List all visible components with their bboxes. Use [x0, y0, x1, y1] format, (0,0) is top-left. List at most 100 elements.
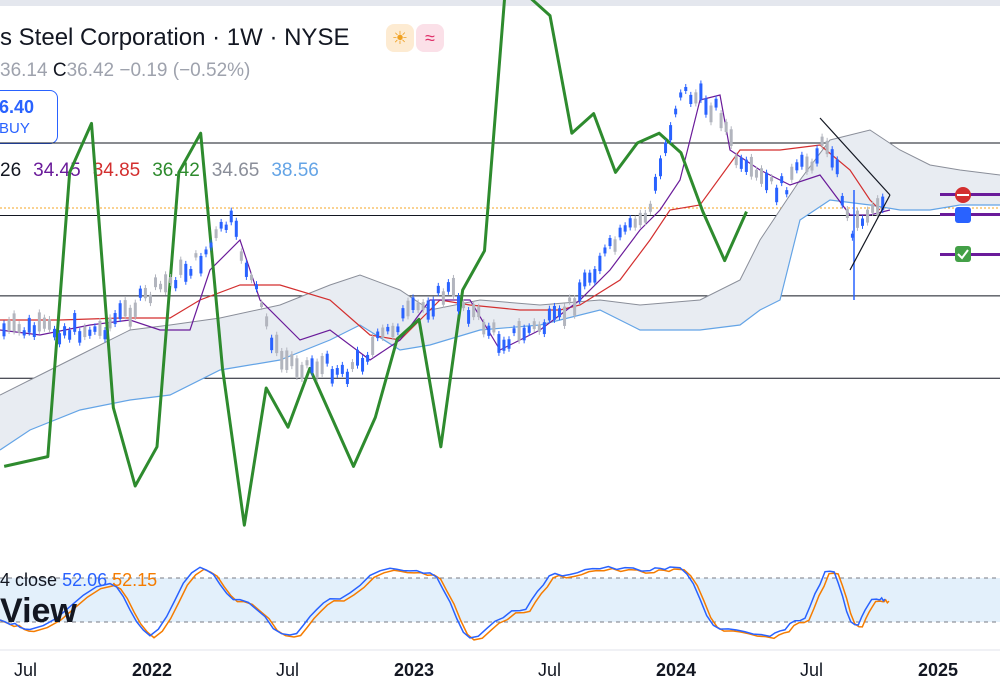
watermark-logo: View	[0, 592, 77, 630]
candle-body	[315, 361, 319, 379]
candle-body	[760, 168, 763, 184]
candle-body	[674, 108, 678, 115]
candle-body	[835, 159, 839, 175]
candle-body	[179, 259, 183, 275]
candle-body	[871, 204, 875, 213]
candle-body	[805, 156, 809, 172]
candle-body	[633, 218, 637, 228]
top-divider	[0, 0, 1000, 6]
candle-body	[133, 302, 137, 317]
candle-body	[876, 198, 880, 216]
candle-body	[300, 364, 304, 380]
candle-body	[669, 125, 673, 141]
candle-body	[244, 262, 248, 277]
candle-body	[345, 371, 349, 385]
candle-body	[477, 306, 481, 318]
candle-body	[487, 325, 491, 336]
candle-body	[285, 350, 289, 370]
candle-body	[32, 325, 36, 337]
candle-body	[855, 210, 859, 228]
candle-body	[775, 187, 779, 203]
target-check-mark	[957, 249, 969, 260]
candle-body	[58, 333, 62, 345]
candle-body	[184, 263, 188, 282]
candle-body	[603, 247, 607, 254]
candle-body	[53, 328, 56, 338]
candle-body	[512, 328, 516, 334]
buy-price: 6.40	[0, 97, 35, 117]
oscillator-k-value: 52.06	[62, 570, 108, 590]
candle-body	[881, 196, 885, 211]
candle-body	[381, 327, 385, 338]
candle-body	[714, 98, 718, 108]
oscillator-band	[0, 578, 1000, 622]
candle-body	[431, 299, 435, 317]
candle-body	[214, 229, 218, 239]
wave-icon[interactable]: ≈	[416, 24, 444, 52]
x-axis-tick-label: 2023	[394, 660, 435, 680]
candle-body	[174, 280, 178, 289]
ichimoku-cloud	[0, 130, 1000, 450]
ohlc-readout: 36.14 C36.42 −0.19 (−0.52%)	[0, 60, 250, 82]
candle-body	[749, 156, 753, 177]
oscillator-legend: 4 close 52.06 52.15	[0, 570, 157, 591]
candle-body	[638, 212, 642, 226]
position-marker-icon	[955, 207, 971, 223]
candle-body	[143, 287, 147, 299]
candle-body	[98, 320, 102, 336]
candle-body	[63, 326, 67, 336]
candle-body	[451, 277, 455, 297]
x-axis-tick-label: Jul	[14, 660, 38, 680]
candle-body	[552, 305, 556, 320]
candle-body	[356, 349, 359, 366]
candle-body	[679, 92, 683, 98]
candle-body	[169, 276, 173, 283]
ohlc-open-value: 36.14	[0, 60, 48, 81]
chart-title: s Steel Corporation · 1W · NYSE	[0, 24, 350, 51]
x-axis-tick-label: Jul	[538, 660, 562, 680]
oscillator-label: 4 close	[0, 570, 58, 590]
candle-body	[785, 190, 789, 195]
candle-body	[598, 255, 602, 272]
candle-body	[123, 300, 127, 317]
candle-body	[396, 326, 400, 333]
candle-body	[446, 282, 450, 292]
candle-body	[27, 317, 31, 333]
candle-body	[209, 242, 213, 248]
trendline-upper	[819, 117, 891, 196]
candle-body	[780, 176, 784, 184]
indicator-value: 34.65	[211, 160, 260, 181]
stop-order-icon-bar	[957, 194, 969, 196]
candle-body	[739, 157, 743, 169]
candle-body	[275, 334, 279, 354]
candle-body	[573, 298, 577, 316]
candle-body	[17, 324, 21, 333]
candle-body	[441, 291, 445, 305]
candle-body	[472, 304, 476, 318]
candle-body	[239, 251, 243, 261]
x-axis-tick-label: 2025	[918, 660, 959, 680]
candle-body	[421, 302, 425, 310]
candle-body	[820, 136, 824, 146]
candle-body	[502, 339, 506, 351]
candle-body	[497, 334, 501, 353]
candle-body	[280, 350, 284, 370]
candle-body	[68, 330, 72, 340]
x-axis-tick-label: Jul	[800, 660, 824, 680]
candle-body	[436, 285, 440, 294]
candle-body	[608, 237, 612, 247]
candle-body	[618, 227, 622, 238]
candle-body	[37, 312, 41, 332]
candle-body	[426, 300, 430, 320]
candle-body	[2, 323, 6, 337]
candle-body	[416, 302, 420, 311]
candle-body	[310, 358, 314, 373]
candle-body	[558, 308, 561, 318]
indicator-value: 26	[0, 160, 22, 181]
candle-body	[88, 329, 92, 336]
sun-icon[interactable]: ☀	[386, 24, 414, 52]
candle-body	[527, 326, 531, 333]
candle-body	[709, 105, 713, 123]
candle-body	[406, 300, 410, 317]
